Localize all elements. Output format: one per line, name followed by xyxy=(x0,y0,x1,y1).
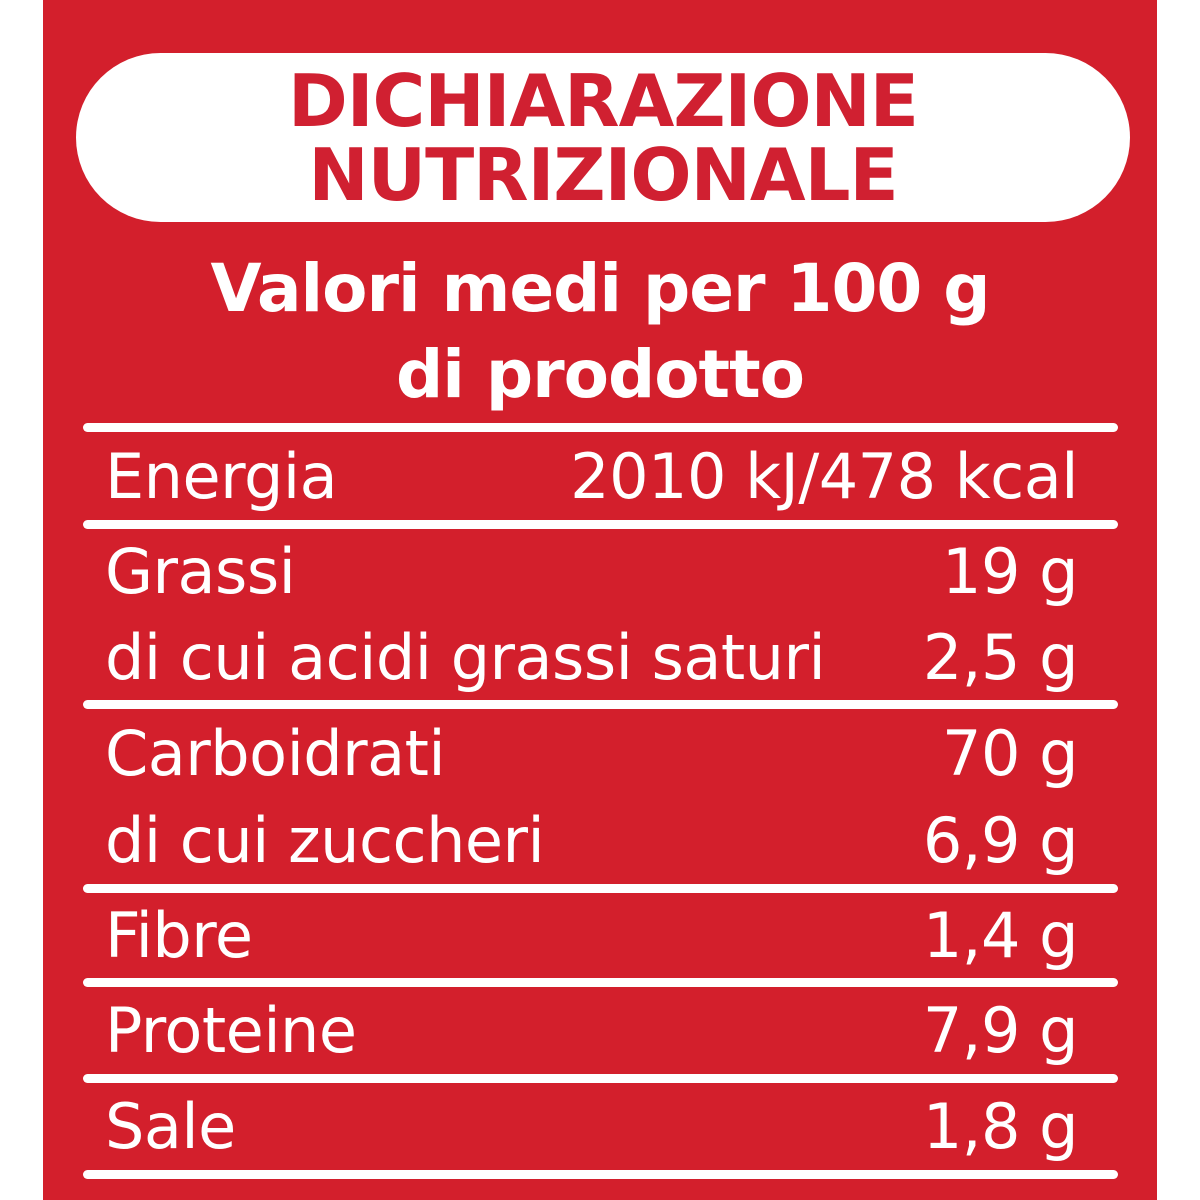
label-title-line2: NUTRIZIONALE xyxy=(308,132,898,217)
row-value: 7,9 g xyxy=(922,994,1079,1067)
table-row-zuccheri: di cui zuccheri 6,9 g xyxy=(83,797,1118,884)
table-rule xyxy=(83,700,1118,709)
row-label: Grassi xyxy=(105,535,296,608)
row-value: 2,5 g xyxy=(922,620,1079,694)
row-label: Fibre xyxy=(105,899,253,972)
table-row-carboidrati: Carboidrati 70 g xyxy=(83,709,1118,797)
table-row-sale: Sale 1,8 g xyxy=(83,1083,1118,1170)
row-label: Carboidrati xyxy=(105,716,446,790)
table-rule xyxy=(83,1074,1118,1083)
row-label: di cui zuccheri xyxy=(105,804,545,877)
serving-statement-line2: di prodotto xyxy=(395,336,805,413)
table-rule xyxy=(83,884,1118,893)
serving-statement: Valori medi per 100 g di prodotto xyxy=(43,246,1157,418)
nutrition-table: Energia 2010 kJ/478 kcal Grassi 19 g di … xyxy=(83,423,1118,1179)
row-label: di cui acidi grassi saturi xyxy=(105,620,826,694)
row-label: Energia xyxy=(105,439,338,513)
table-rule xyxy=(83,520,1118,529)
row-value: 70 g xyxy=(942,716,1078,790)
row-value: 19 g xyxy=(942,535,1078,608)
table-row-fibre: Fibre 1,4 g xyxy=(83,893,1118,978)
table-rule xyxy=(83,978,1118,987)
row-label: Sale xyxy=(105,1090,236,1163)
row-value: 6,9 g xyxy=(922,804,1079,877)
title-pill: DICHIARAZIONE NUTRIZIONALE xyxy=(76,53,1130,222)
label-red-background: DICHIARAZIONE NUTRIZIONALE Valori medi p… xyxy=(43,0,1157,1200)
table-row-grassi: Grassi 19 g xyxy=(83,529,1118,614)
table-row-proteine: Proteine 7,9 g xyxy=(83,987,1118,1074)
label-title-line1: DICHIARAZIONE xyxy=(288,58,919,143)
row-value: 2010 kJ/478 kcal xyxy=(570,439,1078,513)
table-row-grassi-saturi: di cui acidi grassi saturi 2,5 g xyxy=(83,614,1118,700)
row-label: Proteine xyxy=(105,994,357,1067)
row-value: 1,8 g xyxy=(922,1090,1079,1163)
row-value: 1,4 g xyxy=(922,899,1079,972)
table-rule xyxy=(83,1170,1118,1179)
serving-statement-line1: Valori medi per 100 g xyxy=(210,250,990,327)
table-rule xyxy=(83,423,1118,432)
table-row-energia: Energia 2010 kJ/478 kcal xyxy=(83,432,1118,520)
